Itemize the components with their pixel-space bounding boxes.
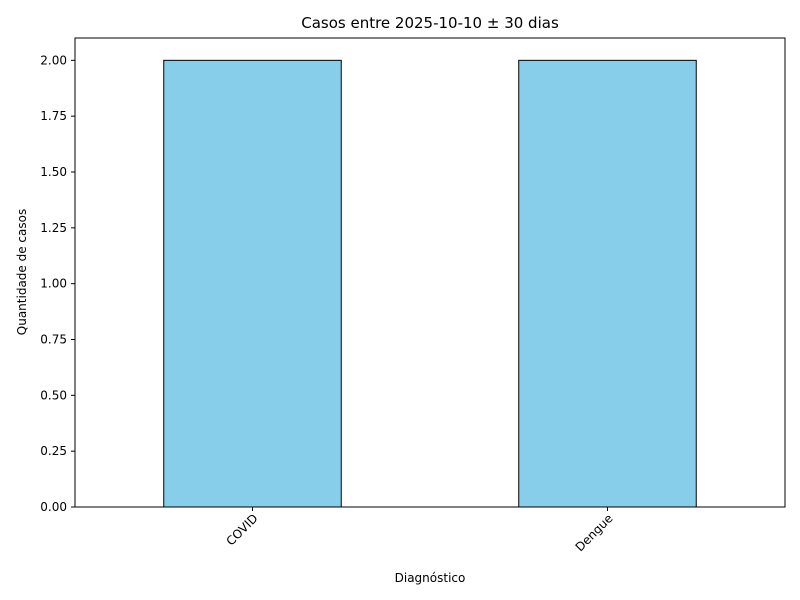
y-axis-ticks: 0.00 0.25 0.50 0.75 1.00 1.25 1.50 1.75 2.00: [40, 53, 75, 514]
chart-title: Casos entre 2025-10-10 ± 30 dias: [301, 14, 559, 32]
bar-covid: [163, 59, 342, 508]
y-tick-label: 1.75: [40, 109, 67, 123]
bars-group: [163, 59, 697, 508]
y-tick-label: 0.00: [40, 500, 67, 514]
y-tick-label: 1.00: [40, 277, 67, 291]
y-tick-label: 2.00: [40, 53, 67, 67]
bar-dengue: [518, 59, 697, 508]
y-tick-label: 0.75: [40, 333, 67, 347]
y-tick-label: 1.50: [40, 165, 67, 179]
axes-frame: [74, 37, 786, 508]
y-tick-label: 0.50: [40, 388, 67, 402]
plot-area: [74, 37, 786, 508]
y-tick-label: 0.25: [40, 444, 67, 458]
x-axis-label: Diagnóstico: [395, 571, 466, 585]
y-tick-label: 1.25: [40, 221, 67, 235]
y-axis-label: Quantidade de casos: [15, 209, 29, 335]
